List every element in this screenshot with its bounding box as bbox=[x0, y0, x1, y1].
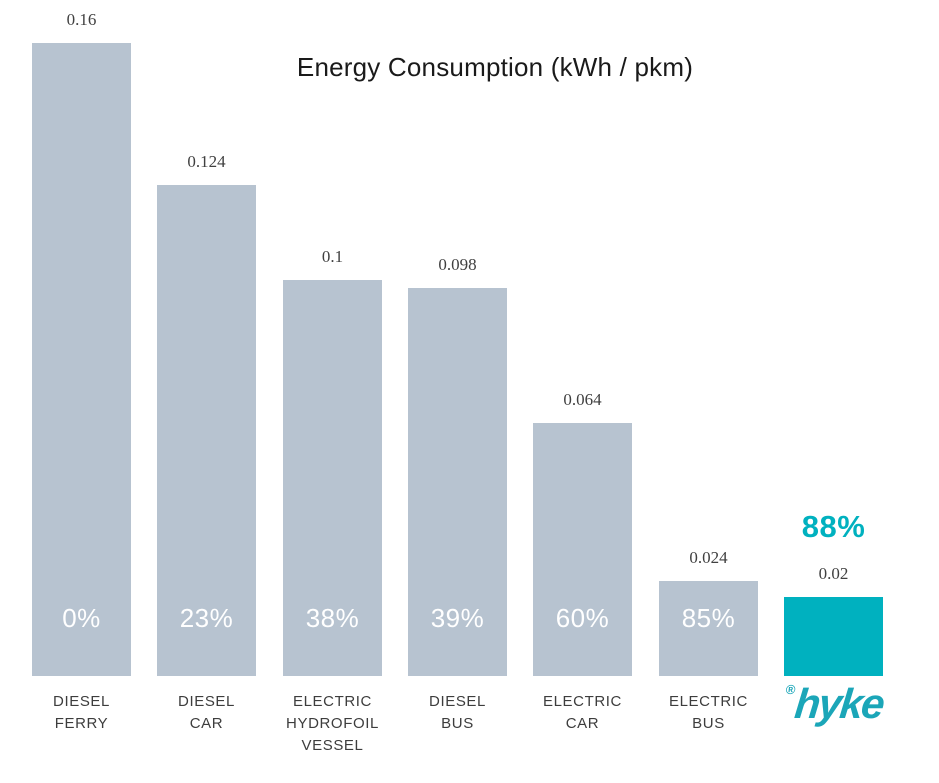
category-line: BUS bbox=[692, 715, 725, 732]
bar bbox=[157, 185, 256, 676]
bar-percent-label: 39% bbox=[430, 603, 485, 633]
bar-category-label: DIESEL CAR bbox=[141, 691, 272, 735]
category-line: HYDROFOIL bbox=[286, 715, 379, 732]
registered-trademark-icon: ® bbox=[785, 682, 797, 697]
category-line: DIESEL bbox=[178, 693, 235, 710]
bar-value-label: 0.16 bbox=[66, 10, 97, 29]
category-line: DIESEL bbox=[429, 693, 486, 710]
bar bbox=[32, 43, 131, 676]
bar-value-label: 0.064 bbox=[563, 390, 602, 409]
category-line: DIESEL bbox=[53, 693, 110, 710]
category-line: FERRY bbox=[54, 715, 109, 732]
chart-title: Energy Consumption (kWh / pkm) bbox=[296, 52, 694, 82]
bar-value-label: 0.098 bbox=[438, 255, 477, 274]
category-line: CAR bbox=[565, 715, 600, 732]
bar-percent-label: 23% bbox=[179, 603, 234, 633]
category-line: BUS bbox=[441, 715, 474, 732]
bar-percent-label: 85% bbox=[681, 603, 736, 633]
bar-category-label: ELECTRIC HYDROFOIL VESSEL bbox=[267, 691, 398, 757]
bar bbox=[659, 581, 758, 676]
bar bbox=[408, 288, 507, 676]
bar-category-label: ELECTRIC CAR bbox=[517, 691, 648, 735]
category-line: VESSEL bbox=[301, 737, 364, 754]
category-line: CAR bbox=[189, 715, 224, 732]
hyke-logo: ®hyke bbox=[771, 680, 895, 728]
bar bbox=[533, 423, 632, 676]
bar-percent-label: 60% bbox=[555, 603, 610, 633]
category-line: ELECTRIC bbox=[293, 693, 372, 710]
bar-category-label: DIESEL BUS bbox=[392, 691, 523, 735]
bar-category-label: ELECTRIC BUS bbox=[643, 691, 774, 735]
bar-percent-label: 88% bbox=[801, 509, 866, 544]
bar-highlight bbox=[784, 597, 883, 676]
category-line: ELECTRIC bbox=[669, 693, 748, 710]
bar-value-label: 0.124 bbox=[187, 152, 226, 171]
category-line: ELECTRIC bbox=[543, 693, 622, 710]
logo-text: hyke bbox=[792, 680, 886, 727]
bar-percent-label: 38% bbox=[305, 603, 360, 633]
bar-value-label: 0.024 bbox=[689, 548, 728, 567]
bar-value-label: 0.1 bbox=[321, 247, 344, 266]
bar bbox=[283, 280, 382, 676]
bar-value-label: 0.02 bbox=[818, 564, 849, 583]
bar-category-label: DIESEL FERRY bbox=[16, 691, 147, 735]
bar-percent-label: 0% bbox=[62, 603, 101, 633]
